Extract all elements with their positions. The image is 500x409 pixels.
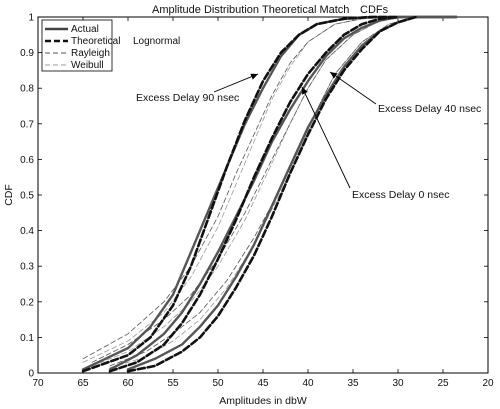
y-axis-ticks: 0 0.1 0.2 0.3 0.4 0.5 0.6 0.7 0.8 0.9 1 — [20, 13, 488, 380]
annotation-0-nsec-arrow — [301, 86, 351, 189]
title-part-3: CDFs — [360, 4, 389, 16]
annotation-40-nsec-arrow — [329, 71, 377, 105]
x-tick-label: 65 — [77, 378, 89, 389]
y-tick-label: 0.5 — [20, 191, 34, 202]
x-tick-label: 50 — [212, 378, 224, 389]
title-part-2: Theoretical Match — [262, 4, 349, 16]
x-axis-ticks: 70 65 60 55 50 45 40 35 30 25 20 — [32, 17, 494, 389]
y-tick-label: 0.8 — [20, 84, 34, 95]
y-tick-label: 0.2 — [20, 297, 34, 308]
x-tick-label: 30 — [392, 378, 404, 389]
annotation-0-nsec: Excess Delay 0 nsec — [352, 189, 449, 201]
annotations: Excess Delay 90 nsec Excess Delay 40 nse… — [136, 71, 481, 201]
legend-label-weibull: Weibull — [71, 60, 104, 71]
annotation-90-nsec: Excess Delay 90 nsec — [136, 92, 239, 104]
y-tick-label: 0.6 — [20, 155, 34, 166]
legend-label-rayleigh: Rayleigh — [71, 48, 110, 59]
x-tick-label: 55 — [167, 378, 179, 389]
legend-label-actual: Actual — [71, 24, 99, 35]
legend: Actual Theoretical Rayleigh Weibull Logn… — [41, 19, 180, 72]
y-axis-label: CDF — [3, 184, 15, 206]
y-tick-label: 0.7 — [20, 119, 34, 130]
chart-title: Amplitude Distribution Theoretical Match… — [152, 4, 389, 16]
series-weibull-excess-delay-90-nsec — [82, 16, 399, 363]
legend-label-theoretical: Theoretical — [71, 36, 120, 47]
legend-extra-label-lognormal: Lognormal — [133, 36, 180, 47]
y-tick-label: 0 — [28, 369, 34, 380]
series-theoretical-excess-delay-0-nsec — [108, 15, 400, 373]
series-weibull-excess-delay-40-nsec — [109, 16, 417, 369]
annotation-90-nsec-arrow — [213, 73, 259, 93]
x-tick-label: 20 — [482, 378, 494, 389]
series-rayleigh-excess-delay-90-nsec — [82, 16, 399, 360]
series-theoretical-excess-delay-40-nsec — [126, 15, 418, 373]
y-tick-label: 0.3 — [20, 262, 34, 273]
x-tick-label: 40 — [302, 378, 314, 389]
x-tick-label: 25 — [437, 378, 449, 389]
y-tick-label: 1 — [28, 13, 34, 24]
x-axis-label: Amplitudes in dbW — [219, 395, 307, 407]
y-tick-label: 0.9 — [20, 48, 34, 59]
x-tick-label: 70 — [32, 378, 44, 389]
series-theoretical-excess-delay-90-nsec — [81, 15, 400, 373]
series-rayleigh-excess-delay-0-nsec — [91, 16, 408, 363]
series-layer — [81, 15, 458, 373]
annotation-40-nsec: Excess Delay 40 nsec — [378, 103, 481, 115]
y-tick-label: 0.4 — [20, 226, 34, 237]
x-tick-label: 35 — [347, 378, 359, 389]
y-tick-label: 0.1 — [20, 333, 34, 344]
title-part-1: Amplitude Distribution — [152, 4, 259, 16]
x-tick-label: 60 — [122, 378, 134, 389]
x-tick-label: 45 — [257, 378, 269, 389]
series-actual-excess-delay-0-nsec — [108, 15, 458, 371]
